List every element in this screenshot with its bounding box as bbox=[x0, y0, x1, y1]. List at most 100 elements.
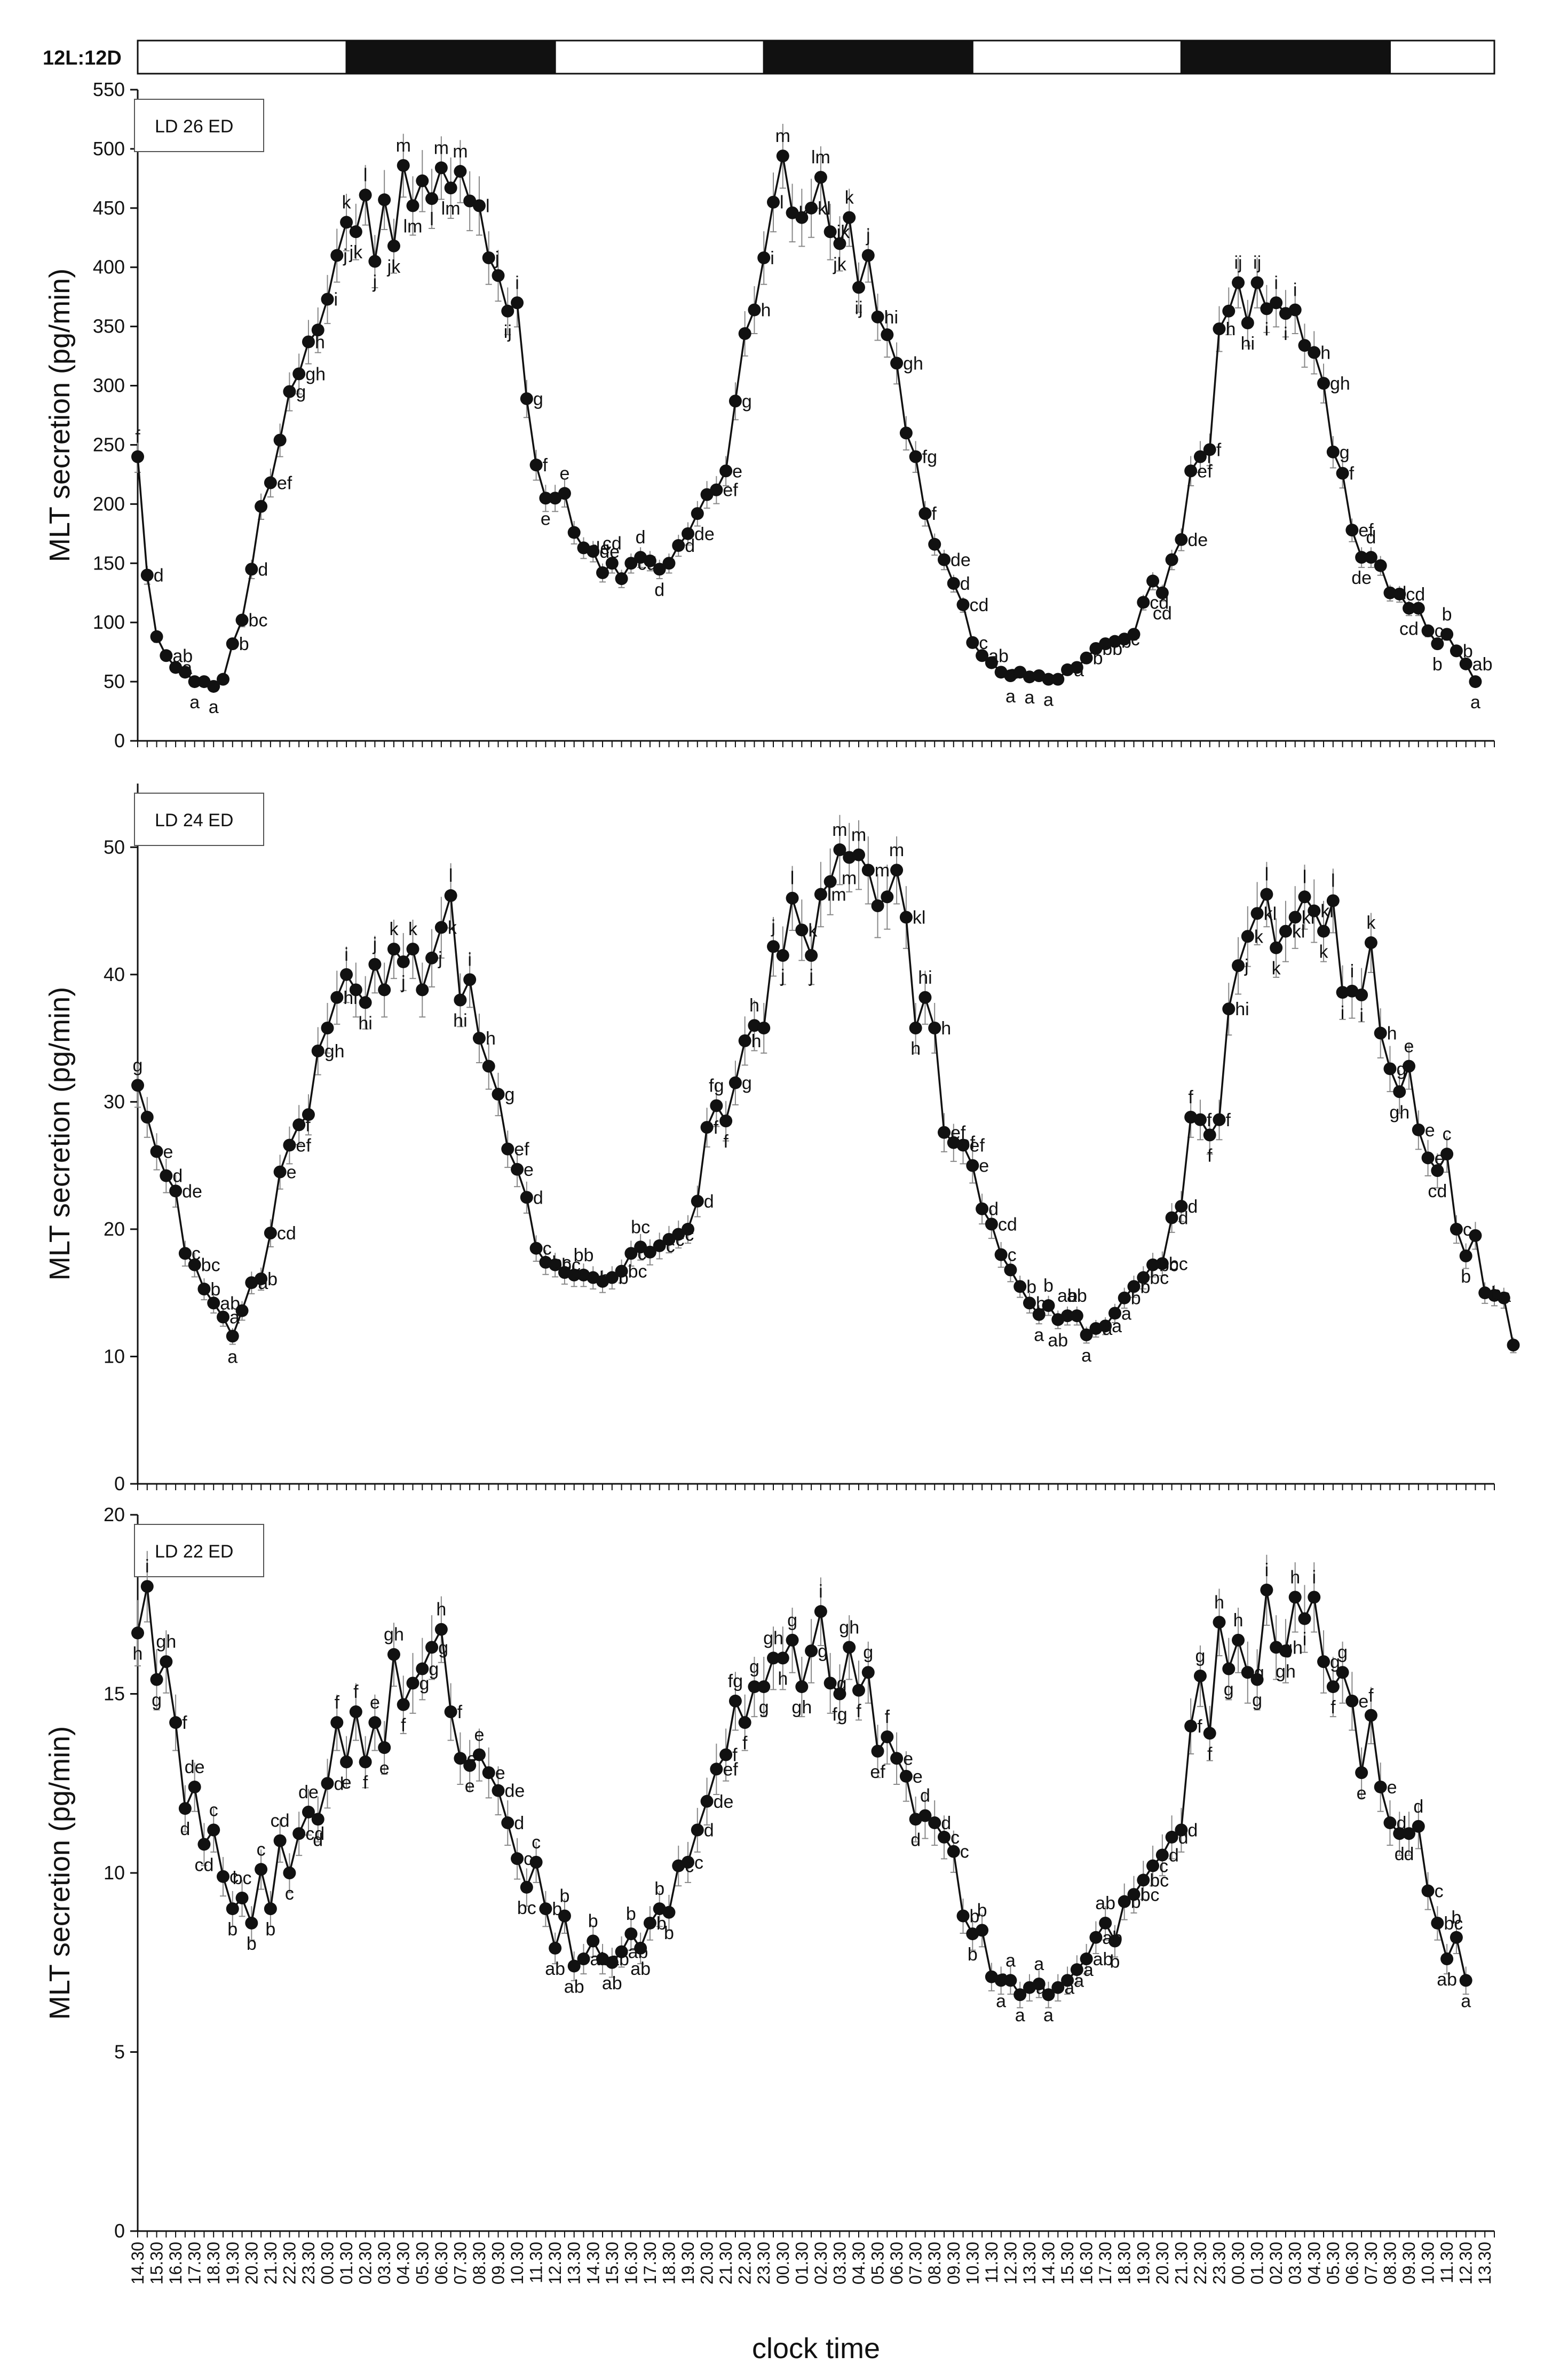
significance-letter: f bbox=[457, 1702, 463, 1722]
data-point bbox=[852, 281, 865, 294]
data-point bbox=[1336, 467, 1349, 480]
x-tick-label: 22.30 bbox=[280, 2242, 299, 2284]
y-axis-title: MLT secretion (pg/min) bbox=[44, 268, 76, 562]
significance-letter: cd bbox=[1406, 584, 1425, 605]
data-point bbox=[197, 1838, 211, 1851]
significance-letter: i bbox=[1350, 961, 1355, 982]
x-tick-label: 00.30 bbox=[1229, 2242, 1248, 2284]
significance-letter: kl bbox=[1292, 922, 1305, 942]
data-point bbox=[1383, 1816, 1397, 1830]
x-tick-label: 10.30 bbox=[508, 2242, 527, 2284]
data-point bbox=[605, 1956, 619, 1969]
significance-letter: b bbox=[265, 1919, 275, 1940]
x-tick-label: 10.30 bbox=[963, 2242, 982, 2284]
data-point bbox=[928, 1022, 941, 1035]
data-point bbox=[1326, 445, 1340, 458]
y-tick-label: 5 bbox=[114, 2041, 125, 2063]
data-point bbox=[264, 1902, 277, 1916]
data-point bbox=[245, 563, 258, 576]
significance-letter: c bbox=[666, 1236, 675, 1256]
significance-letter: a bbox=[182, 658, 192, 678]
significance-letter: m bbox=[434, 138, 449, 158]
significance-letter: f bbox=[723, 1132, 728, 1152]
significance-letter: d bbox=[960, 574, 970, 594]
panel-label-box bbox=[134, 1524, 264, 1577]
significance-letter: d bbox=[172, 1166, 183, 1187]
x-tick-label: 08.30 bbox=[1380, 2242, 1399, 2284]
significance-letter: d bbox=[1404, 1844, 1414, 1864]
data-point bbox=[226, 637, 239, 651]
significance-letter: k bbox=[448, 918, 457, 938]
significance-letter: gh bbox=[1276, 1662, 1296, 1682]
x-tick-label: 20.30 bbox=[698, 2242, 717, 2284]
x-tick-label: 04.30 bbox=[849, 2242, 868, 2284]
significance-letter: c bbox=[543, 1239, 552, 1259]
dark-phase-segment bbox=[763, 39, 973, 75]
data-point bbox=[1288, 911, 1302, 924]
significance-letter: g bbox=[1396, 1059, 1406, 1079]
data-point bbox=[178, 666, 192, 679]
data-point bbox=[861, 1666, 875, 1679]
significance-letter: i bbox=[819, 1582, 823, 1602]
data-point bbox=[1440, 628, 1454, 641]
data-point bbox=[833, 843, 846, 857]
light-phase-segment bbox=[1389, 39, 1495, 75]
data-point bbox=[728, 1694, 742, 1707]
x-tick-label: 06.30 bbox=[887, 2242, 906, 2284]
data-point bbox=[416, 1662, 429, 1675]
y-tick-label: 10 bbox=[104, 1862, 125, 1884]
significance-letter: hi bbox=[884, 307, 898, 328]
significance-letter: g bbox=[429, 1659, 439, 1680]
significance-letter: b bbox=[1093, 649, 1103, 669]
data-point bbox=[994, 1974, 1008, 1987]
data-point bbox=[1061, 1309, 1074, 1323]
data-point bbox=[643, 1916, 656, 1930]
significance-letter: cd bbox=[1399, 619, 1419, 639]
data-point bbox=[587, 545, 600, 558]
x-tick-label: 16.30 bbox=[166, 2242, 185, 2284]
data-point bbox=[615, 1264, 628, 1278]
data-point bbox=[748, 1680, 761, 1694]
x-tick-label: 16.30 bbox=[621, 2242, 640, 2284]
data-point bbox=[567, 526, 581, 539]
data-point bbox=[197, 1283, 211, 1296]
data-point bbox=[1326, 894, 1340, 907]
data-point bbox=[682, 1855, 695, 1869]
data-point bbox=[823, 225, 837, 239]
data-point bbox=[1004, 1263, 1017, 1277]
significance-letter: b bbox=[571, 1263, 581, 1283]
x-tick-label: 19.30 bbox=[1134, 2242, 1153, 2284]
data-point bbox=[425, 951, 439, 964]
data-point bbox=[529, 458, 543, 472]
panel-label-box bbox=[134, 793, 264, 846]
significance-letter: b bbox=[1131, 1892, 1141, 1912]
data-point bbox=[861, 864, 875, 877]
data-point bbox=[549, 492, 562, 505]
y-tick-label: 250 bbox=[93, 433, 125, 455]
significance-letter: bc bbox=[517, 1898, 536, 1918]
data-point bbox=[1355, 1766, 1368, 1780]
data-point bbox=[719, 1748, 733, 1761]
significance-letter: a bbox=[1005, 1950, 1016, 1971]
significance-letter: bb bbox=[1102, 639, 1122, 659]
significance-letter: m bbox=[832, 820, 847, 840]
significance-letter: ef bbox=[514, 1140, 529, 1160]
data-point bbox=[786, 1633, 799, 1647]
significance-letter: i bbox=[468, 950, 472, 970]
data-point bbox=[1440, 1148, 1454, 1161]
significance-letter: i bbox=[1274, 273, 1278, 293]
data-point bbox=[1431, 637, 1444, 651]
significance-letter: a bbox=[1064, 1978, 1074, 1998]
data-point bbox=[1364, 551, 1377, 564]
significance-letter: h bbox=[133, 1643, 143, 1664]
significance-letter: d bbox=[334, 1774, 344, 1794]
significance-letter: fg bbox=[728, 1671, 743, 1691]
data-point bbox=[463, 1759, 477, 1772]
data-point bbox=[1364, 1709, 1377, 1722]
significance-letter: bc bbox=[1141, 1885, 1160, 1905]
significance-letter: k bbox=[1319, 942, 1329, 962]
significance-letter: ef bbox=[970, 1135, 985, 1156]
data-point bbox=[605, 557, 619, 570]
